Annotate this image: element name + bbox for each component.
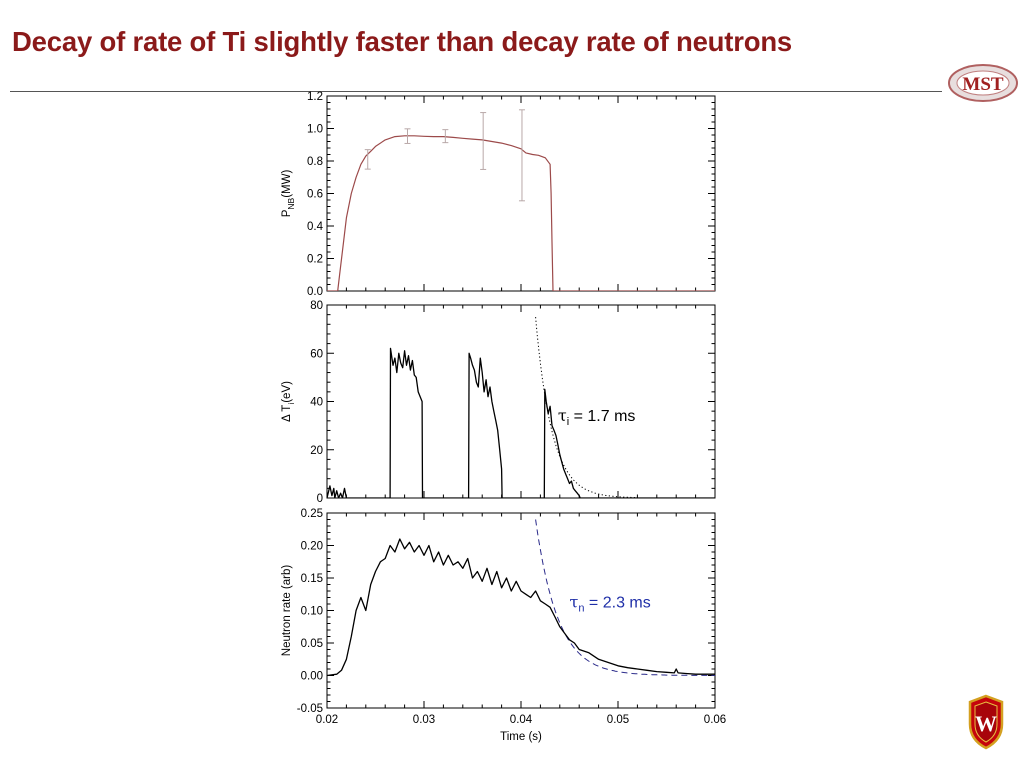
y-tick-label: 0.05	[301, 638, 323, 650]
decay-time-annotation: τn = 2.3 ms	[570, 592, 651, 614]
y-tick-label: 0.6	[307, 189, 323, 201]
y-tick-label: 60	[310, 348, 323, 360]
tau-subscript: i	[567, 416, 569, 428]
plot-frame	[326, 304, 716, 499]
plot-frame	[326, 512, 716, 709]
x-tick-label: 0.02	[316, 714, 338, 726]
y-axis-label-unit: (eV)	[281, 381, 293, 403]
decay-time-annotation: τi = 1.7 ms	[558, 406, 636, 428]
data-series-line	[327, 538, 715, 677]
data-series-line	[327, 135, 715, 291]
y-axis-label-subscript: NB	[286, 197, 296, 209]
y-tick-label: 80	[310, 300, 323, 312]
y-tick-label: 0.4	[307, 221, 324, 233]
x-tick-label: 0.03	[413, 714, 435, 726]
y-tick-label: 0.2	[307, 254, 323, 266]
y-tick-label: -0.05	[297, 703, 323, 715]
data-series-line	[327, 347, 715, 498]
y-axis-label-subscript: i	[286, 403, 296, 405]
x-tick-label: 0.06	[704, 714, 726, 726]
tau-subscript: n	[578, 602, 584, 614]
x-axis-label: Time (s)	[500, 731, 542, 743]
exponential-fit-curve	[535, 317, 638, 498]
y-tick-label: 1.0	[307, 124, 323, 136]
plot-area	[327, 109, 715, 291]
tau-symbol: τ	[570, 592, 579, 611]
y-tick-label: 40	[310, 397, 323, 409]
plot-area	[327, 519, 715, 677]
uw-crest: W	[968, 694, 1004, 750]
beam-power-panel: 0.0 0.2 0.4 0.6 0.8 1.0 1.2 PNB(MW)	[281, 91, 716, 298]
y-axis-label-main: P	[281, 209, 293, 217]
y-tick-label: 0.15	[301, 573, 323, 585]
mst-logo: MST	[948, 64, 1018, 102]
y-tick-label: 0.10	[301, 606, 323, 618]
tau-symbol: τ	[558, 406, 567, 425]
tau-value: = 2.3 ms	[584, 594, 650, 611]
x-tick-label: 0.04	[510, 714, 533, 726]
y-axis-label-main: Δ T	[281, 405, 293, 422]
plot-area	[327, 317, 715, 498]
mst-logo-text: MST	[962, 74, 1004, 95]
x-tick-label: 0.05	[607, 714, 629, 726]
tau-value: = 1.7 ms	[569, 408, 635, 425]
plot-frame	[326, 95, 716, 292]
y-tick-label: 0.0	[307, 286, 323, 298]
uw-crest-letter: W	[975, 711, 997, 736]
y-axis-label-unit: (MW)	[281, 170, 293, 198]
y-tick-label: 20	[310, 445, 323, 457]
title-divider	[10, 91, 942, 92]
y-tick-label: 0.25	[301, 508, 323, 520]
y-axis-label: Neutron rate (arb)	[281, 565, 293, 657]
y-axis-label: PNB(MW)	[281, 170, 296, 218]
slide-title: Decay of rate of Ti slightly faster than…	[12, 26, 793, 57]
y-axis-label: Δ Ti(eV)	[281, 381, 296, 422]
y-tick-label: 0.00	[301, 671, 323, 683]
y-axis-label-main: Neutron rate (arb)	[281, 565, 293, 657]
y-tick-label: 0	[317, 493, 323, 505]
y-tick-label: 0.8	[307, 156, 323, 168]
y-tick-label: 0.20	[301, 541, 323, 553]
y-tick-label: 1.2	[307, 91, 323, 103]
neutron-rate-panel: -0.05 0.00 0.05 0.10 0.15 0.20 0.25 0.02 0.03 0.0…	[281, 508, 726, 743]
